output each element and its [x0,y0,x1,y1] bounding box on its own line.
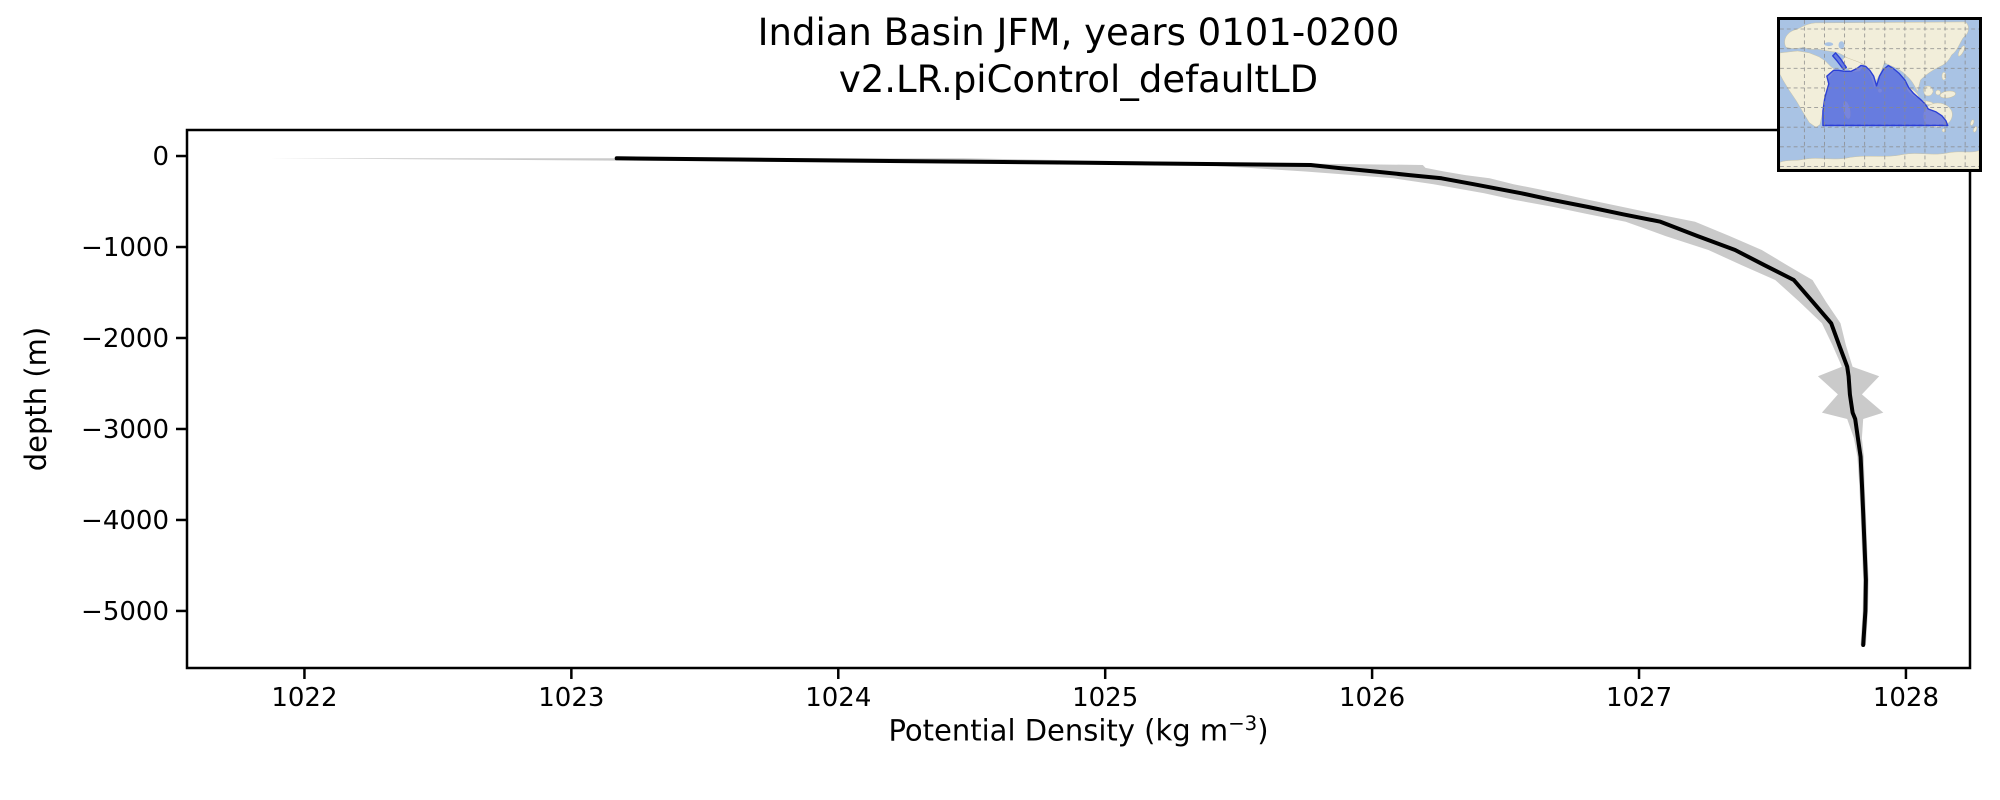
x-tick-label: 1025 [1072,683,1138,713]
map-land-newzealand-n [1970,119,1975,126]
mean-profile-line [614,156,1868,647]
chart-title: Indian Basin JFM, years 0101-0200 v2.LR.… [187,10,1970,103]
x-tick-label: 1023 [538,683,604,713]
x-tick-label: 1028 [1873,683,1939,713]
x-tick-label: 1022 [271,683,337,713]
indian-basin-redsea-arm [1831,52,1848,71]
axes-layer: 1022 1023 1024 1025 1026 1027 1028 0 −1000 −2000 −… [81,128,1972,713]
chart-title-line2: v2.LR.piControl_defaultLD [838,57,1319,101]
axes-frame [185,128,1972,670]
x-tick-label: 1026 [1339,683,1405,713]
y-tick-label: −5000 [81,597,169,627]
map-caspian-sea [1838,41,1845,50]
map-land-sulawesi [1935,89,1941,96]
y-tick-label: −1000 [81,233,169,263]
std-band-layer [269,158,1884,646]
mean-line-layer [614,156,1868,647]
x-axis-label-exponent: −3 [1228,712,1258,735]
map-black-sea [1824,42,1834,47]
x-axis-label-prefix: Potential Density (kg m [888,713,1229,748]
map-land-eurasia [1784,21,1969,93]
map-land-newguinea [1939,90,1956,99]
x-tick-label: 1024 [805,683,871,713]
std-band [269,158,1884,646]
y-tick-label: −2000 [81,324,169,354]
map-land-antarctica [1780,150,1979,169]
inset-map-svg [1780,20,1979,169]
x-tick-label: 1027 [1606,683,1672,713]
chart-title-line1: Indian Basin JFM, years 0101-0200 [757,11,1400,54]
y-tick-label: −4000 [81,506,169,536]
map-graticule [1780,20,1979,169]
y-tick-label: −3000 [81,415,169,445]
x-axis-label-suffix: ) [1257,713,1269,748]
y-tick-label: 0 [152,142,169,172]
map-land-japan [1957,45,1965,57]
indian-basin-highlight [1822,64,1949,127]
inset-map [1777,17,1982,172]
x-axis-label: Potential Density (kg m−3) [187,712,1970,748]
map-land-newzealand-s [1973,126,1978,133]
map-land-borneo [1923,85,1934,97]
